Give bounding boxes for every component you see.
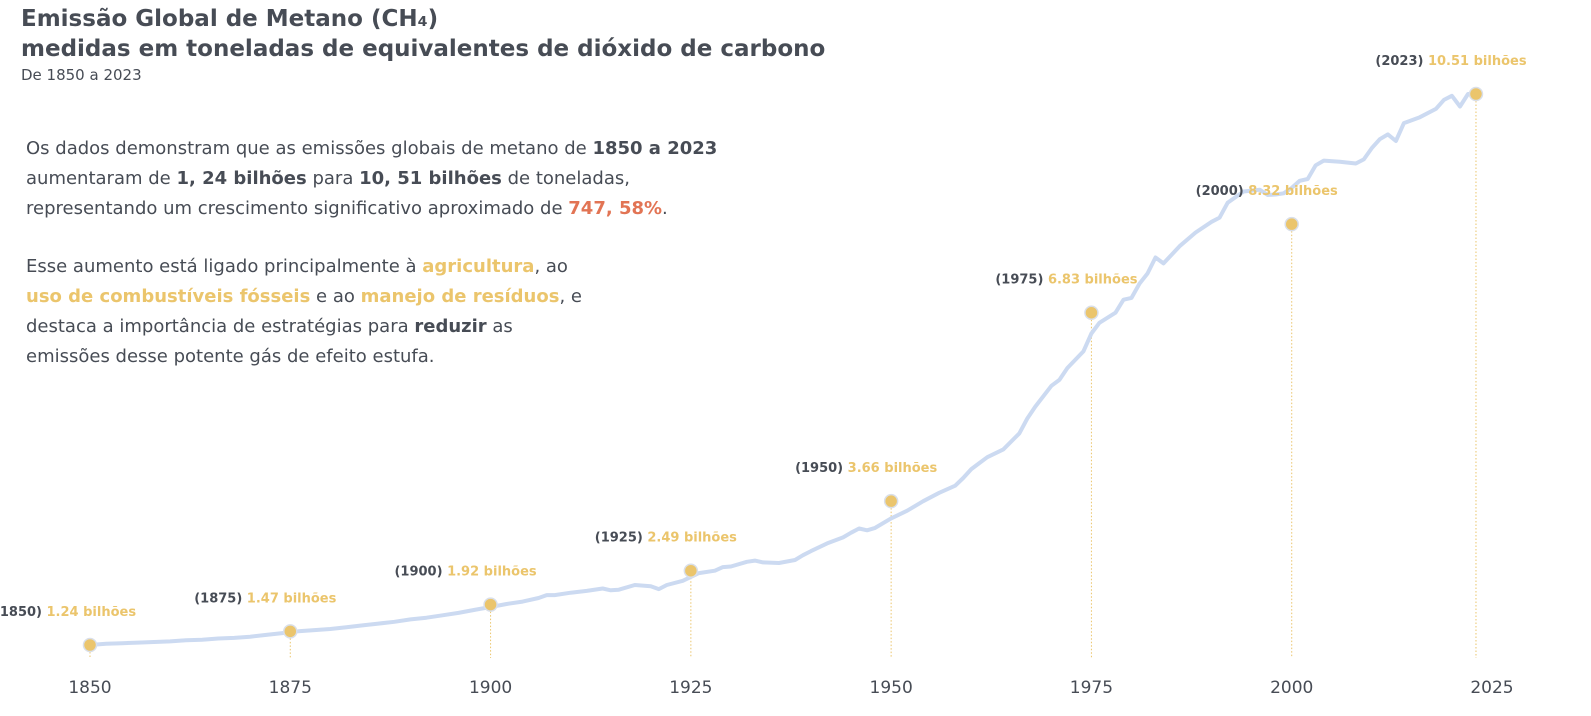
narrative-text: Os dados demonstram que as emissões glob…: [26, 134, 806, 372]
annotation-year-1875: (1875): [194, 591, 247, 606]
annotation-label-1875: (1875) 1.47 bilhões: [194, 591, 336, 606]
marker-1925: [683, 563, 699, 578]
annotation-markers: [82, 86, 1484, 653]
annotation-label-1850: (1850) 1.24 bilhões: [0, 605, 136, 620]
highlight-fossil-fuels: uso de combustíveis fósseis: [26, 286, 311, 308]
narrative-text-run: .: [662, 197, 668, 219]
annotation-year-2000: (2000): [1196, 184, 1249, 199]
x-tick-label-1950: 1950: [870, 678, 913, 698]
narrative-text-run: aumentaram de: [26, 167, 177, 189]
marker-1900: [483, 597, 498, 612]
highlight-growth-percent: 747, 58%: [568, 197, 663, 219]
chart-title-line-2: medidas em toneladas de equivalentes de …: [21, 36, 826, 62]
highlight-start-value: 1, 24 bilhões: [176, 167, 307, 189]
x-axis-ticks: 1850 1875 1900 1925 1950 1975 2000 2025: [68, 678, 1513, 698]
x-tick-label-1900: 1900: [469, 678, 512, 698]
marker-2000: [1284, 216, 1299, 232]
annotation-value-1975: 6.83 bilhões: [1048, 273, 1138, 288]
annotation-value-2023: 10.51 bilhões: [1428, 54, 1527, 69]
annotation-label-2023: (2023) 10.51 bilhões: [1375, 54, 1526, 69]
narrative-text-run: , ao: [534, 256, 568, 278]
narrative-paragraph-1: Os dados demonstram que as emissões glob…: [26, 134, 806, 223]
x-tick-label-2000: 2000: [1270, 678, 1313, 698]
annotation-label-1950: (1950) 3.66 bilhões: [795, 461, 937, 476]
annotation-labels: (1850) 1.24 bilhões(1875) 1.47 bilhões(1…: [0, 54, 1527, 620]
annotation-year-1850: (1850): [0, 605, 47, 620]
highlight-reduce: reduzir: [414, 315, 487, 337]
highlight-waste-management: manejo de resíduos: [360, 286, 560, 308]
narrative-text-run: emissões desse potente gás de efeito est…: [26, 345, 435, 367]
highlight-end-value: 10, 51 bilhões: [359, 167, 502, 189]
x-tick-label-1875: 1875: [269, 678, 312, 698]
narrative-text-run: representando um crescimento significati…: [26, 197, 569, 219]
annotation-year-1900: (1900): [394, 565, 447, 580]
x-tick-label-1925: 1925: [669, 678, 712, 698]
annotation-value-1875: 1.47 bilhões: [247, 591, 337, 606]
annotation-year-1950: (1950): [795, 461, 848, 476]
annotation-value-1850: 1.24 bilhões: [47, 605, 137, 620]
annotation-value-1950: 3.66 bilhões: [848, 461, 938, 476]
annotation-label-2000: (2000) 8.32 bilhões: [1196, 184, 1338, 199]
annotation-value-2000: 8.32 bilhões: [1248, 184, 1338, 199]
highlight-agriculture: agricultura: [422, 256, 535, 278]
marker-2023: [1468, 86, 1484, 102]
highlight-period: 1850 a 2023: [592, 138, 718, 159]
annotation-year-1975: (1975): [995, 273, 1048, 288]
narrative-paragraph-2: Esse aumento está ligado principalmente …: [26, 252, 806, 371]
narrative-text-run: as: [486, 315, 513, 337]
x-tick-label-2025: 2025: [1470, 678, 1513, 698]
annotation-label-1900: (1900) 1.92 bilhões: [394, 565, 536, 580]
narrative-text-run: , e: [559, 286, 582, 308]
annotation-drop-lines: [89, 94, 1477, 658]
chart-subtitle: De 1850 a 2023: [21, 66, 142, 84]
narrative-text-run: para: [306, 167, 360, 189]
annotation-value-1925: 2.49 bilhões: [647, 531, 737, 546]
narrative-text-run: de toneladas,: [501, 167, 630, 189]
x-tick-label-1850: 1850: [68, 678, 111, 698]
marker-1975: [1084, 305, 1099, 320]
narrative-text-run: Os dados demonstram que as emissões glob…: [26, 138, 593, 159]
annotation-value-1900: 1.92 bilhões: [447, 565, 537, 580]
annotation-label-1925: (1925) 2.49 bilhões: [595, 531, 737, 546]
marker-1850: [82, 637, 98, 653]
narrative-text-run: Esse aumento está ligado principalmente …: [26, 256, 423, 278]
narrative-text-run: e ao: [310, 286, 361, 308]
x-tick-label-1975: 1975: [1070, 678, 1113, 698]
marker-1950: [883, 493, 899, 509]
narrative-text-run: destaca a importância de estratégias par…: [26, 315, 415, 337]
annotation-year-1925: (1925): [595, 531, 648, 546]
chart-title-line-1: Emissão Global de Metano (CH₄): [21, 6, 439, 32]
annotation-year-2023: (2023): [1375, 54, 1428, 69]
title-block: Emissão Global de Metano (CH₄) medidas e…: [21, 4, 825, 86]
annotation-label-1975: (1975) 6.83 bilhões: [995, 273, 1137, 288]
emission-series-line: [88, 92, 1478, 647]
marker-1875: [283, 624, 298, 639]
